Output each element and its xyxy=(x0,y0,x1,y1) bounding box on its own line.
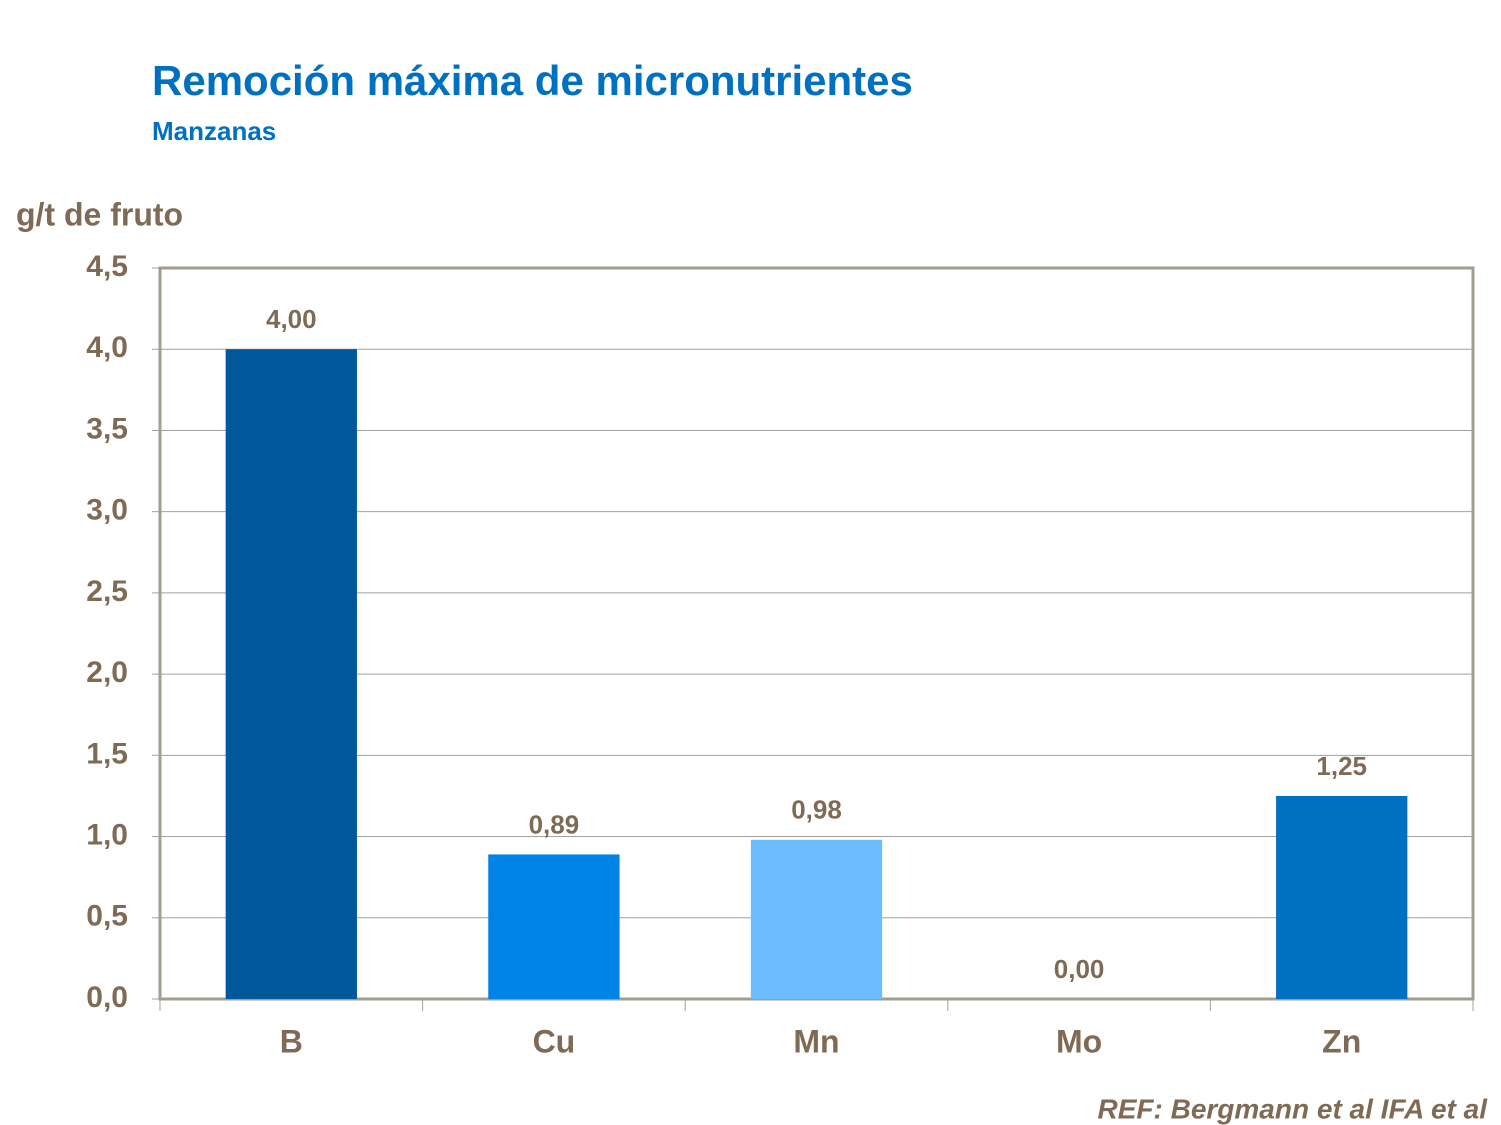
y-tick-label: 3,5 xyxy=(86,412,128,445)
y-tick-label: 1,5 xyxy=(86,737,128,770)
x-tick-label: Zn xyxy=(1322,1023,1361,1059)
x-tick-label: Mo xyxy=(1056,1023,1102,1059)
y-tick-label: 1,0 xyxy=(86,818,128,851)
y-tick-label: 3,0 xyxy=(86,494,128,527)
bar xyxy=(488,854,620,999)
x-tick-label: Cu xyxy=(533,1023,576,1059)
y-tick-label: 4,0 xyxy=(86,331,128,364)
y-tick-label: 2,5 xyxy=(86,575,128,608)
value-label: 1,25 xyxy=(1316,751,1367,781)
value-label: 0,98 xyxy=(791,795,842,825)
value-label: 0,00 xyxy=(1054,954,1105,984)
y-tick-label: 4,5 xyxy=(86,250,128,283)
source-note: REF: Bergmann et al IFA et al xyxy=(1098,1093,1489,1124)
value-label: 4,00 xyxy=(266,304,317,334)
bar xyxy=(225,349,357,999)
chart-subtitle: Manzanas xyxy=(152,116,276,146)
x-tick-label: Mn xyxy=(793,1023,839,1059)
value-label: 0,89 xyxy=(529,809,580,839)
y-tick-label: 0,0 xyxy=(86,981,128,1014)
y-axis-label: g/t de fruto xyxy=(16,196,183,232)
y-tick-label: 2,0 xyxy=(86,656,128,689)
bar xyxy=(1276,795,1408,999)
bar xyxy=(750,839,883,999)
y-tick-label: 0,5 xyxy=(86,900,128,933)
x-tick-label: B xyxy=(280,1023,303,1059)
chart-title: Remoción máxima de micronutrientes xyxy=(152,57,913,104)
